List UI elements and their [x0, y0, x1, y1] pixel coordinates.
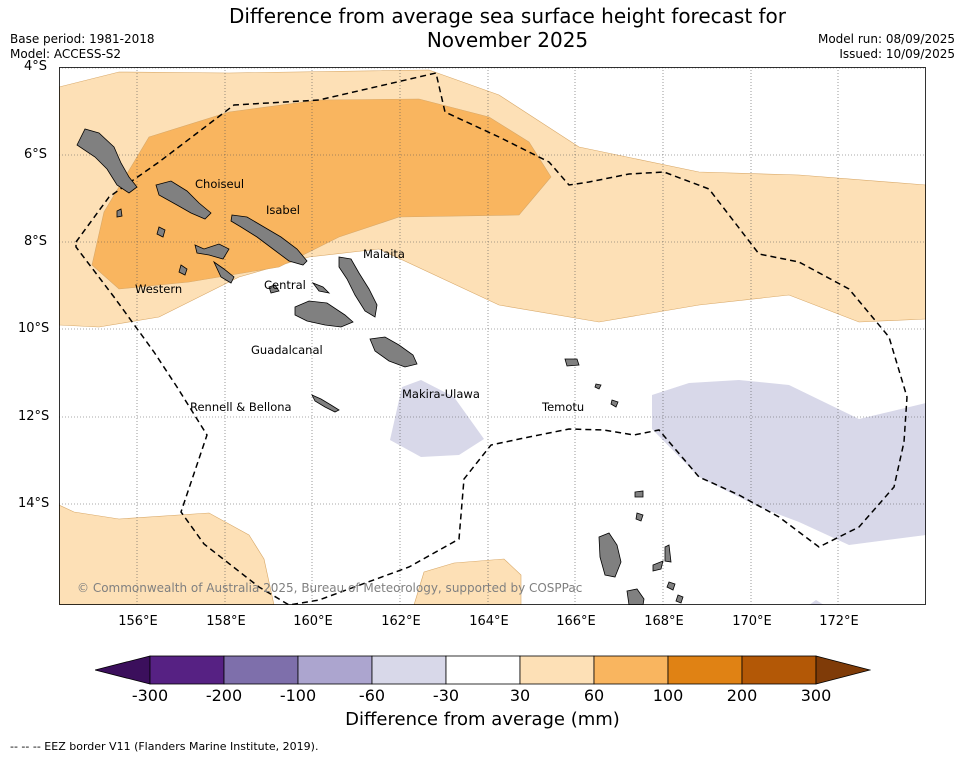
lon-label-162e: 162°E	[381, 614, 421, 629]
positive-anomaly-orange-core	[91, 98, 552, 290]
lon-label-158e: 158°E	[206, 614, 246, 629]
issued-date: Issued: 10/09/2025	[839, 47, 955, 61]
base-period: Base period: 1981-2018	[10, 32, 155, 46]
vanuatu-island-7	[666, 581, 676, 591]
vanuatu-espiritu-santo	[598, 532, 622, 578]
colorbar-boxes	[95, 655, 871, 685]
colorbar	[95, 655, 871, 685]
chart-title: Difference from average sea surface heig…	[200, 4, 815, 52]
meta-right: Model run: 08/09/2025 Issued: 10/09/2025	[818, 32, 955, 62]
colorbar-segment	[371, 655, 447, 685]
colorbar-tick-label: 100	[652, 686, 684, 705]
colorbar-tick-label: 300	[800, 686, 832, 705]
landmasses	[76, 128, 684, 605]
map-svg: Choiseul Isabel Malaita Western Central …	[59, 67, 926, 605]
region-label-guadalcanal: Guadalcanal	[251, 343, 323, 357]
temotu-island-2	[594, 383, 602, 390]
colorbar-segment	[149, 655, 225, 685]
isabel-island	[230, 214, 308, 266]
western-islands-2	[213, 260, 235, 284]
makira-island	[369, 336, 418, 368]
temotu-island-1	[564, 358, 580, 367]
region-label-makira-ulawa: Makira-Ulawa	[402, 387, 480, 401]
colorbar-segment	[519, 655, 595, 685]
colorbar-tick-label: -300	[131, 686, 169, 705]
colorbar-segment	[223, 655, 299, 685]
colorbar-tick-label: -200	[205, 686, 243, 705]
lat-label-10s: 10°S	[18, 321, 50, 336]
lon-label-164e: 164°E	[469, 614, 509, 629]
copyright-notice: © Commonwealth of Australia 2025, Bureau…	[77, 581, 582, 595]
lon-label-170e: 170°E	[732, 614, 772, 629]
western-islands-3	[156, 226, 166, 238]
eez-note: -- -- -- EEZ border V11 (Flanders Marine…	[10, 740, 319, 753]
western-islands-5	[116, 208, 123, 218]
vanuatu-island-4	[664, 544, 672, 563]
lon-label-156e: 156°E	[118, 614, 158, 629]
colorbar-tick-label: -60	[358, 686, 386, 705]
map-frame	[59, 67, 926, 605]
region-label-isabel: Isabel	[266, 203, 300, 217]
colorbar-segment	[593, 655, 669, 685]
colorbar-arrow-right	[815, 655, 871, 685]
positive-anomaly-south	[413, 558, 522, 605]
region-label-western: Western	[135, 282, 182, 296]
rennell-island	[311, 394, 340, 413]
map-area: Choiseul Isabel Malaita Western Central …	[59, 67, 926, 605]
region-label-temotu: Temotu	[541, 400, 584, 414]
bougainville-island	[76, 128, 138, 194]
negative-anomaly-central	[390, 380, 484, 457]
colorbar-title: Difference from average (mm)	[345, 709, 620, 730]
colorbar-segment	[741, 655, 817, 685]
colorbar-tick-label: -30	[432, 686, 460, 705]
temotu-island-3	[610, 399, 619, 408]
region-label-rennell-bellona: Rennell & Bellona	[190, 400, 292, 414]
model-name: Model: ACCESS-S2	[10, 47, 122, 61]
western-islands-4	[178, 264, 188, 276]
colorbar-tick-label: -100	[279, 686, 317, 705]
colorbar-tick-label: 30	[509, 686, 531, 705]
lat-label-8s: 8°S	[24, 234, 48, 249]
colorbar-arrow-left	[95, 655, 151, 685]
lat-label-4s: 4°S	[24, 59, 48, 74]
lat-label-12s: 12°S	[18, 409, 50, 424]
colorbar-tick-label: 60	[583, 686, 605, 705]
negative-anomaly-small	[809, 600, 824, 605]
title-line-2: November 2025	[426, 28, 589, 52]
model-run: Model run: 08/09/2025	[817, 32, 955, 46]
western-islands-1	[194, 243, 230, 260]
colorbar-tick-label: 200	[726, 686, 758, 705]
central-islands	[268, 282, 331, 294]
vanuatu-island-5	[634, 490, 644, 498]
vanuatu-island-6	[635, 512, 644, 522]
meta-left: Base period: 1981-2018 Model: ACCESS-S2	[10, 32, 155, 62]
vanuatu-island-3	[652, 560, 664, 572]
colorbar-segment	[445, 655, 521, 685]
eez-border-solomon	[75, 72, 908, 605]
choiseul-island	[155, 180, 212, 220]
malaita-island	[338, 256, 378, 318]
lat-label-6s: 6°S	[24, 147, 48, 162]
lon-label-168e: 168°E	[644, 614, 684, 629]
lon-label-160e: 160°E	[293, 614, 333, 629]
lon-label-172e: 172°E	[819, 614, 859, 629]
title-line-1: Difference from average sea surface heig…	[228, 4, 787, 28]
gridlines	[59, 67, 926, 605]
negative-anomaly-east	[652, 380, 926, 545]
region-label-choiseul: Choiseul	[195, 177, 244, 191]
colorbar-segment	[297, 655, 373, 685]
guadalcanal-island	[294, 300, 354, 328]
colorbar-segment	[667, 655, 743, 685]
region-label-malaita: Malaita	[363, 247, 405, 261]
lat-label-14s: 14°S	[18, 496, 50, 511]
lon-label-166e: 166°E	[556, 614, 596, 629]
vanuatu-malekula	[626, 588, 645, 605]
region-label-central: Central	[264, 278, 306, 292]
vanuatu-island-8	[675, 594, 684, 604]
positive-anomaly-southwest	[59, 504, 275, 605]
